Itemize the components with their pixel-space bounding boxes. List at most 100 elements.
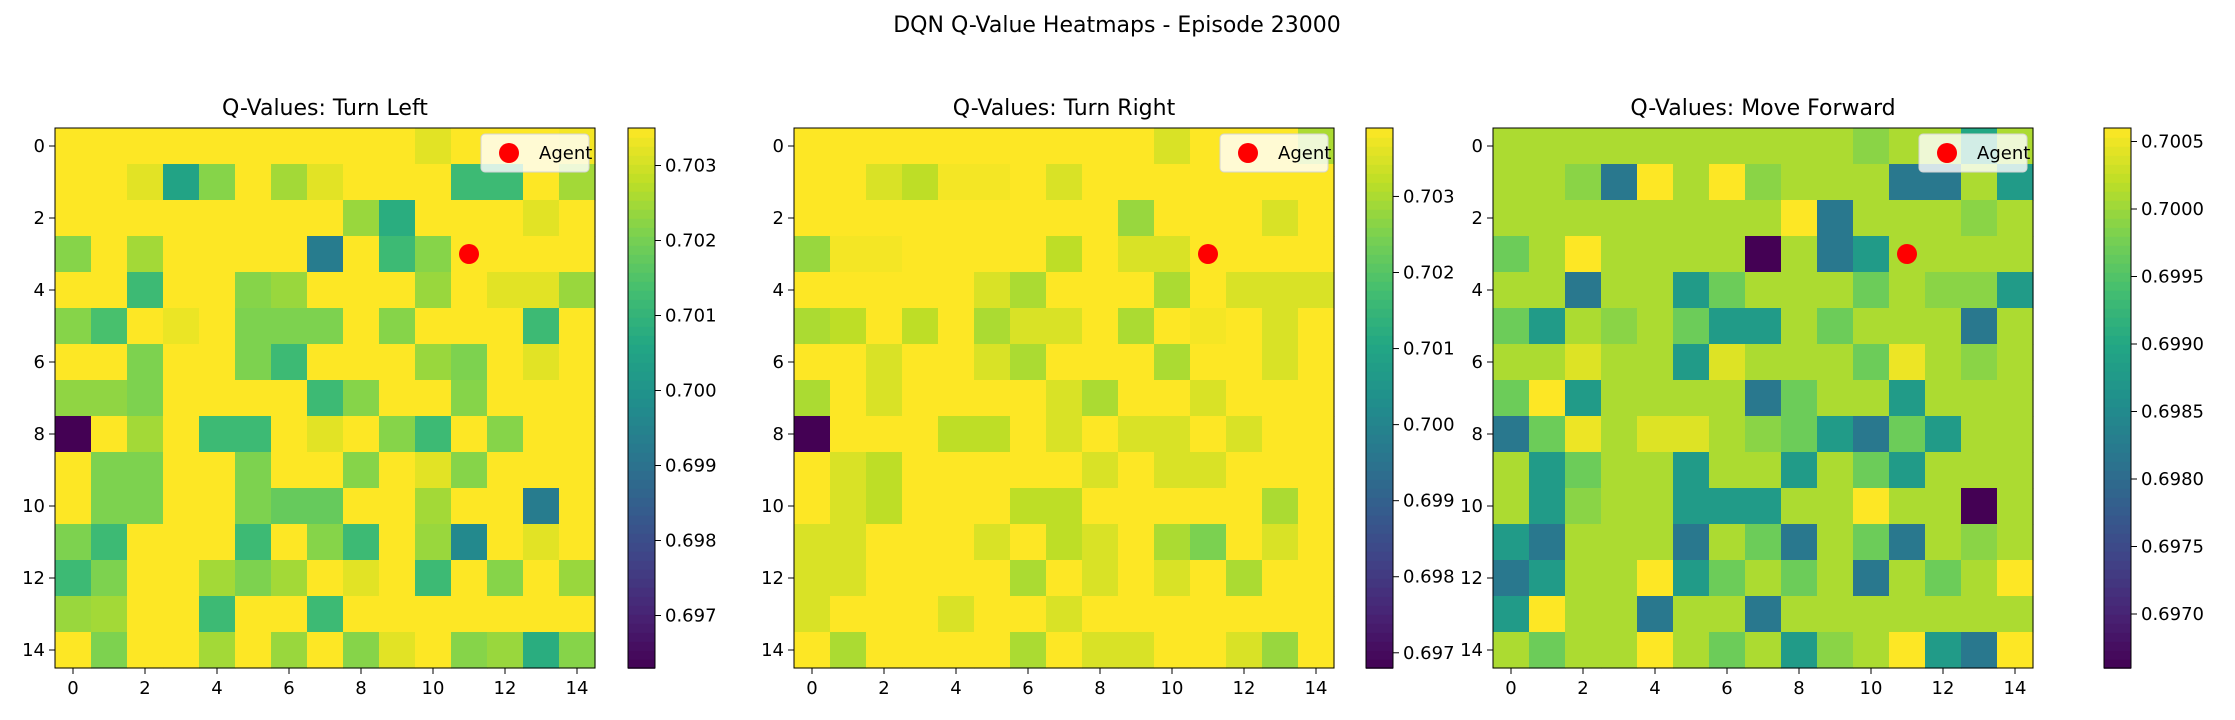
heatmap-cell: [1154, 596, 1191, 633]
heatmap-cell: [523, 416, 560, 453]
colorbar-band: [2104, 236, 2131, 246]
heatmap-cell: [1601, 560, 1638, 597]
heatmap-cell: [974, 272, 1011, 309]
heatmap-cell: [1298, 524, 1335, 561]
colorbar-band: [628, 236, 655, 246]
x-tick-label: 12: [1932, 678, 1955, 699]
heatmap-cell: [1817, 200, 1854, 237]
colorbar-band: [1366, 200, 1393, 210]
colorbar-band: [1366, 317, 1393, 327]
colorbar-band: [628, 416, 655, 426]
heatmap-cell: [415, 632, 452, 669]
heatmap-cell: [1565, 452, 1602, 489]
heatmap-cell: [1298, 416, 1335, 453]
heatmap-cell: [451, 632, 488, 669]
heatmap-cell: [1082, 380, 1119, 417]
heatmap-cell: [199, 344, 236, 381]
agent-marker: [1897, 244, 1917, 264]
heatmap-cell: [1637, 164, 1674, 201]
heatmap-cell: [1154, 128, 1191, 165]
colorbar-band: [628, 272, 655, 282]
heatmap-cell: [1673, 200, 1710, 237]
colorbar-band: [2104, 425, 2131, 435]
heatmap-cell: [1673, 452, 1710, 489]
colorbar-tick-label: 0.699: [1403, 491, 1455, 512]
x-tick-label: 0: [1505, 678, 1516, 699]
heatmap-cell: [1298, 632, 1335, 669]
colorbar-band: [2104, 290, 2131, 300]
heatmap-cell: [91, 524, 128, 561]
heatmap-cells: [1493, 128, 2034, 669]
heatmap-cell: [830, 128, 867, 165]
colorbar-band: [2104, 506, 2131, 516]
heatmap-cell: [55, 488, 92, 525]
colorbar-band: [2104, 461, 2131, 471]
colorbar-band: [1366, 578, 1393, 588]
heatmap-cell: [1493, 164, 1530, 201]
colorbar-band: [628, 587, 655, 597]
colorbar-band: [1366, 353, 1393, 363]
heatmap-cell: [902, 308, 939, 345]
heatmap-cell: [451, 416, 488, 453]
heatmap-cell: [1226, 524, 1263, 561]
heatmap-cell: [523, 236, 560, 273]
heatmap-cell: [866, 452, 903, 489]
heatmap-cell: [379, 272, 416, 309]
heatmap-cell: [1817, 452, 1854, 489]
heatmap-cell: [379, 236, 416, 273]
colorbar-band: [2104, 407, 2131, 417]
heatmap-cell: [1817, 344, 1854, 381]
colorbar-band: [2104, 218, 2131, 228]
heatmap-cell: [235, 164, 272, 201]
heatmap-cell: [415, 380, 452, 417]
heatmap-cell: [163, 596, 200, 633]
heatmap-cell: [1190, 380, 1227, 417]
heatmap-cell: [1853, 416, 1890, 453]
plot-frame: [1492, 127, 2034, 669]
heatmap-cell: [559, 344, 596, 381]
colorbar-band: [628, 623, 655, 633]
heatmap-cell: [235, 344, 272, 381]
heatmap-cell: [1493, 380, 1530, 417]
heatmap-cell: [1637, 200, 1674, 237]
colorbar-band: [628, 209, 655, 219]
x-tick-label: 8: [355, 678, 366, 699]
heatmap-cell: [1853, 344, 1890, 381]
colorbar-band: [1366, 470, 1393, 480]
heatmap-cell: [559, 236, 596, 273]
heatmap-cell: [794, 488, 831, 525]
heatmap-cell: [271, 524, 308, 561]
heatmap-cell: [866, 272, 903, 309]
heatmap-cell: [1781, 272, 1818, 309]
heatmap-cell: [163, 344, 200, 381]
heatmap-cell: [1601, 632, 1638, 669]
heatmap-cell: [1529, 272, 1566, 309]
colorbar-band: [2104, 389, 2131, 399]
heatmap-cell: [163, 560, 200, 597]
heatmap-cell: [1010, 560, 1047, 597]
heatmap-cell: [1925, 200, 1962, 237]
heatmap-cell: [1298, 308, 1335, 345]
colorbar-band: [1366, 182, 1393, 192]
heatmap-cell: [1493, 560, 1530, 597]
heatmap-cell: [938, 236, 975, 273]
colorbar-band: [2104, 470, 2131, 480]
colorbar-band: [1366, 362, 1393, 372]
heatmap-cell: [451, 596, 488, 633]
heatmap-panel-3: Q-Values: Move Forward 0 2 4 6 8 10 12 14 0 2 4 6 8 10…: [1460, 96, 2204, 699]
heatmap-cell: [1781, 452, 1818, 489]
heatmap-cell: [55, 524, 92, 561]
heatmap-cell: [1154, 416, 1191, 453]
heatmap-cell: [487, 236, 524, 273]
heatmap-cell: [1262, 308, 1299, 345]
heatmap-cell: [127, 488, 164, 525]
heatmap-cell: [307, 560, 344, 597]
colorbar-band: [2104, 587, 2131, 597]
colorbar-band: [628, 434, 655, 444]
heatmap-cell: [1118, 308, 1155, 345]
colorbar-band: [628, 614, 655, 624]
colorbar-band: [1366, 488, 1393, 498]
heatmap-cell: [1961, 488, 1998, 525]
x-tick-label: 6: [1721, 678, 1732, 699]
y-tick-label: 0: [34, 136, 45, 157]
